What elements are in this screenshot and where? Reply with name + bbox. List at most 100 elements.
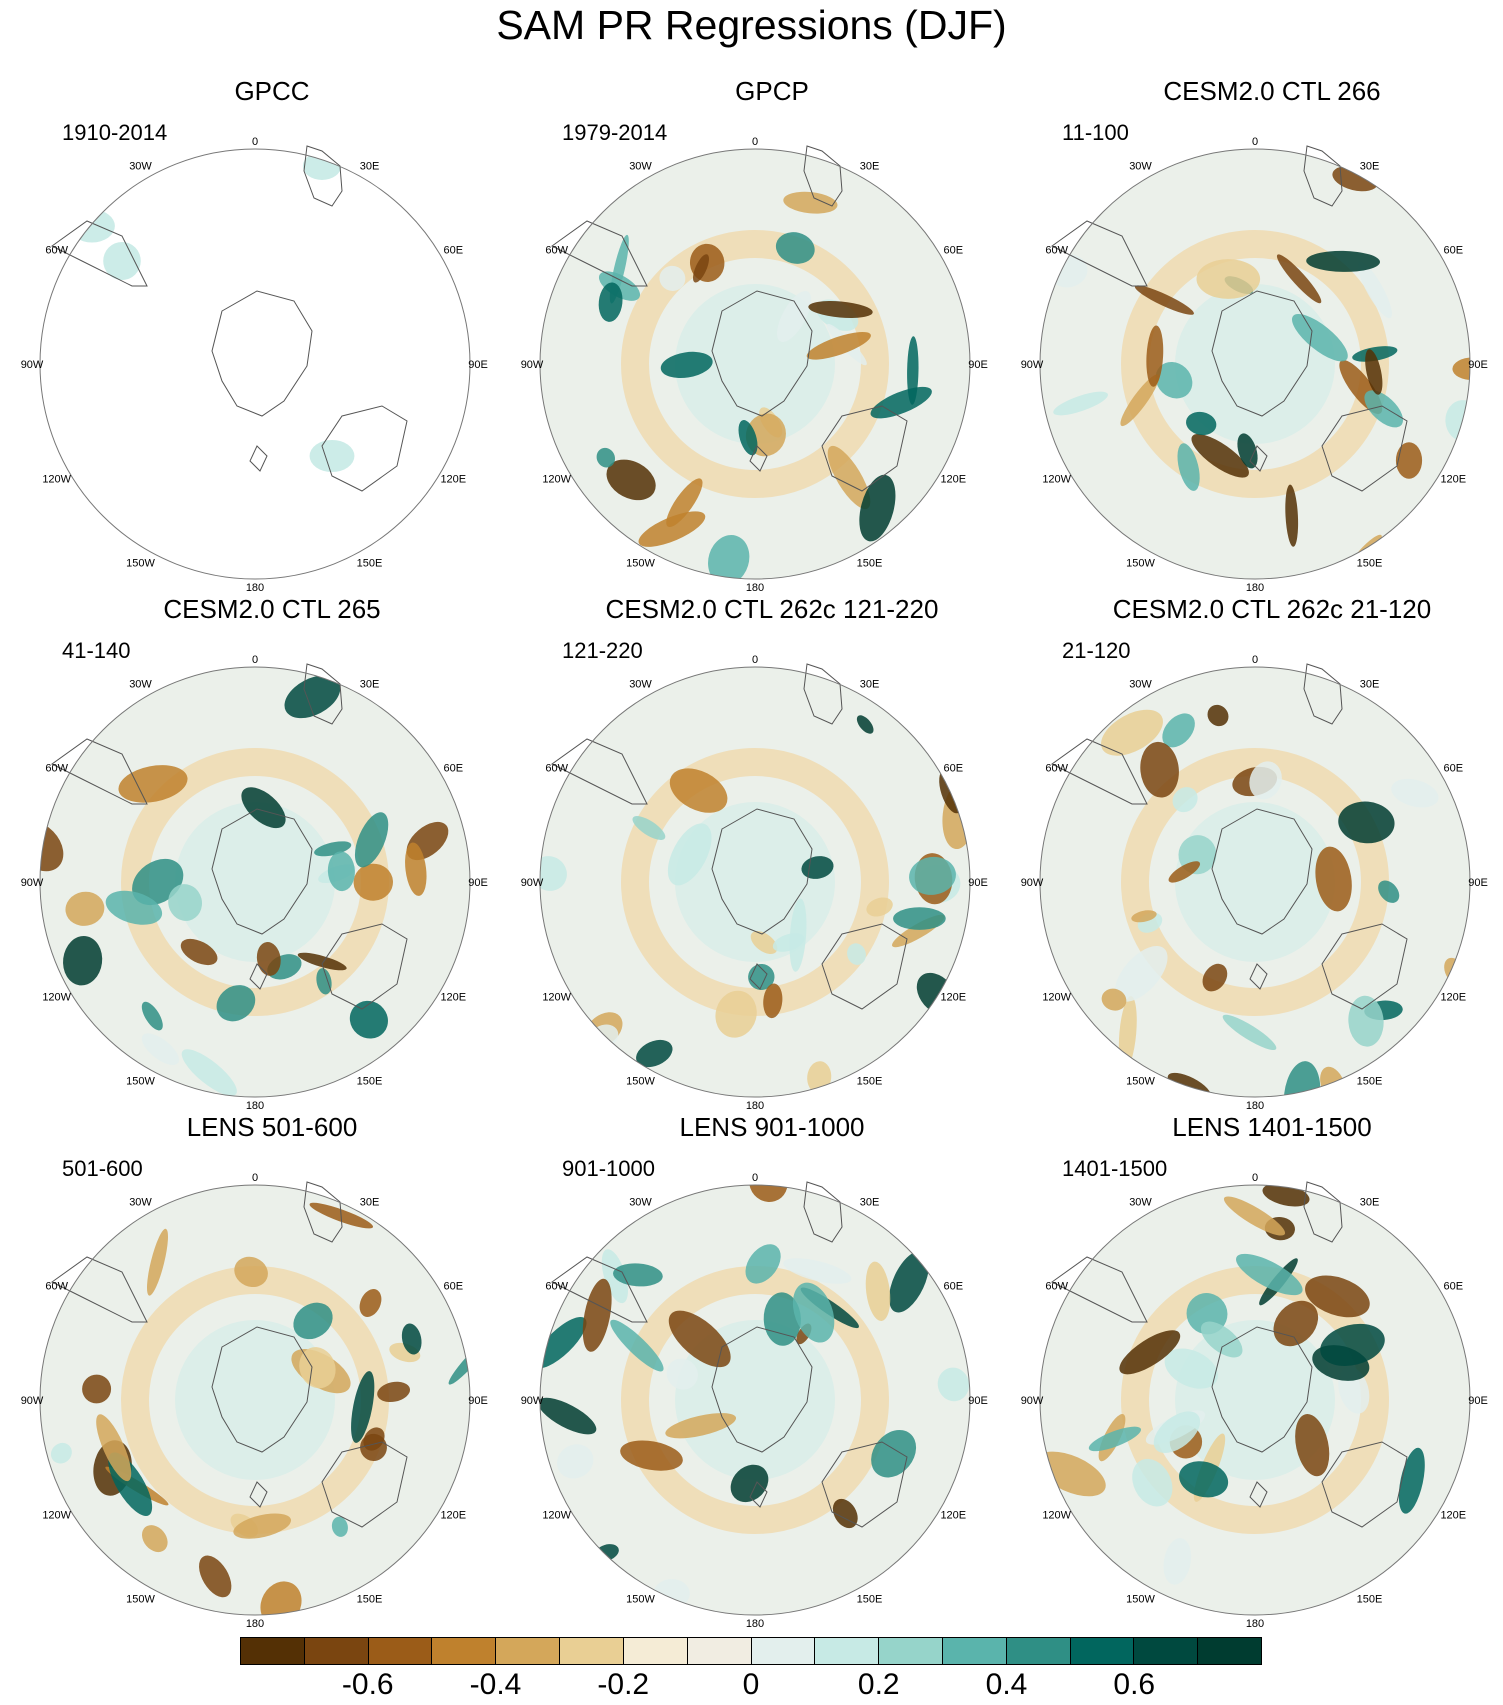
longitude-label: 180 — [246, 1100, 264, 1112]
longitude-label: 180 — [1246, 1100, 1264, 1112]
anomaly-patch — [540, 1316, 587, 1369]
anomaly-patch — [660, 351, 713, 379]
anomaly-patch — [1315, 846, 1352, 912]
anomaly-patch — [168, 884, 203, 921]
coastline — [1321, 405, 1408, 492]
anomaly-patch — [1088, 1426, 1141, 1452]
anomaly-patch — [1358, 261, 1392, 319]
anomaly-patch — [363, 1427, 385, 1451]
anomaly-patch — [1101, 709, 1163, 756]
colorbar-swatch — [241, 1638, 305, 1664]
longitude-label: 120E — [440, 992, 466, 1004]
anomaly-patch — [1305, 1275, 1370, 1318]
anomaly-patch — [1164, 1348, 1218, 1389]
anomaly-patch — [715, 990, 757, 1038]
anomaly-patch — [65, 891, 105, 926]
anomaly-patch — [1179, 1461, 1229, 1498]
anomaly-patch — [801, 856, 834, 879]
anomaly-patch — [668, 1310, 731, 1368]
longitude-label: 150W — [626, 557, 655, 569]
anomaly-patch — [1223, 1196, 1286, 1236]
coastline — [249, 963, 268, 990]
anomaly-patch — [1134, 285, 1194, 315]
anomaly-patch — [314, 841, 352, 857]
longitude-label: 60W — [545, 763, 568, 775]
panel-title: LENS 501-600 — [186, 1112, 358, 1142]
coastline — [51, 1256, 148, 1323]
longitude-label: 120W — [1042, 1510, 1071, 1522]
antarctica-outline — [211, 808, 313, 935]
longitude-label: 120E — [440, 1510, 466, 1522]
anomaly-patch — [859, 474, 896, 542]
anomaly-patch — [893, 907, 946, 930]
longitude-label: 150W — [1126, 1593, 1155, 1605]
coastline — [803, 663, 843, 725]
anomaly-patch — [775, 232, 815, 264]
longitude-label: 30E — [1360, 1197, 1380, 1209]
anomaly-patch — [783, 1258, 852, 1284]
anomaly-patch — [234, 1256, 268, 1288]
coastline — [551, 1256, 648, 1323]
anomaly-patch — [1236, 1253, 1303, 1296]
anomaly-patch — [556, 1444, 594, 1479]
longitude-label: 150W — [626, 1075, 655, 1087]
longitude-label: 150E — [1357, 1593, 1383, 1605]
panel-period: 901-1000 — [562, 1156, 655, 1181]
longitude-label: 60E — [444, 245, 464, 257]
colorbar-tick-label: 0.4 — [985, 1668, 1028, 1701]
longitude-label: 30W — [129, 161, 152, 173]
coastline — [321, 923, 408, 1010]
longitude-label: 30E — [360, 679, 380, 691]
longitude-label: 90E — [968, 877, 988, 889]
anomaly-patch — [632, 816, 666, 840]
antarctica-outline — [1211, 290, 1313, 417]
anomaly-patch — [1237, 433, 1258, 469]
longitude-label: 150E — [357, 1593, 383, 1605]
colorbar-tick-label: 0 — [742, 1668, 760, 1701]
map-panel: GPCP 1979-2014 0 30E 60E 90E 120E 150E 180 150W 12… — [521, 76, 1022, 594]
anomaly-patch — [636, 1039, 673, 1068]
panel-title: GPCP — [735, 76, 809, 106]
longitude-label: 180 — [746, 1618, 764, 1630]
antarctica-outline — [1211, 1326, 1313, 1453]
field-layer — [1040, 667, 1470, 1097]
anomaly-patch — [1202, 963, 1228, 992]
colorbar — [240, 1637, 1262, 1665]
longitude-label: 90W — [1021, 877, 1044, 889]
antarctica-outline — [711, 1326, 813, 1453]
longitude-label: 150W — [126, 1593, 155, 1605]
colorbar-swatch — [751, 1638, 816, 1664]
coastline — [321, 405, 408, 492]
panel-period: 501-600 — [62, 1156, 143, 1181]
anomaly-patch — [598, 271, 641, 301]
anomaly-patch — [1348, 995, 1384, 1047]
anomaly-patch — [351, 1371, 375, 1443]
anomaly-patch — [82, 1374, 112, 1404]
longitude-label: 90E — [468, 877, 488, 889]
coastline — [1051, 738, 1148, 805]
longitude-label: 30W — [1129, 679, 1152, 691]
longitude-label: 30W — [129, 679, 152, 691]
coastline — [303, 145, 343, 207]
map-boundary — [39, 148, 471, 580]
coastline — [1051, 220, 1148, 287]
map-panel: LENS 1401-1500 1401-1500 0 30E 60E 90E 120E 150… — [1021, 1112, 1503, 1630]
longitude-label: 90W — [21, 877, 44, 889]
antarctica-outline — [211, 1326, 313, 1453]
longitude-label: 60E — [444, 763, 464, 775]
longitude-label: 60W — [45, 763, 68, 775]
anomaly-patch — [297, 952, 347, 971]
anomaly-patch — [738, 420, 758, 456]
coastline — [303, 1181, 343, 1243]
anomaly-patch — [401, 1323, 422, 1355]
anomaly-patch — [1395, 442, 1423, 479]
colorbar-swatch — [1198, 1638, 1261, 1664]
anomaly-patch — [1119, 1330, 1181, 1375]
field-layer — [40, 149, 470, 579]
longitude-label: 90W — [521, 1395, 544, 1407]
longitude-label: 90E — [468, 359, 488, 371]
anomaly-patch — [693, 254, 709, 283]
coastline — [51, 220, 148, 287]
anomaly-patch — [260, 1581, 302, 1615]
longitude-label: 120E — [1440, 1510, 1466, 1522]
